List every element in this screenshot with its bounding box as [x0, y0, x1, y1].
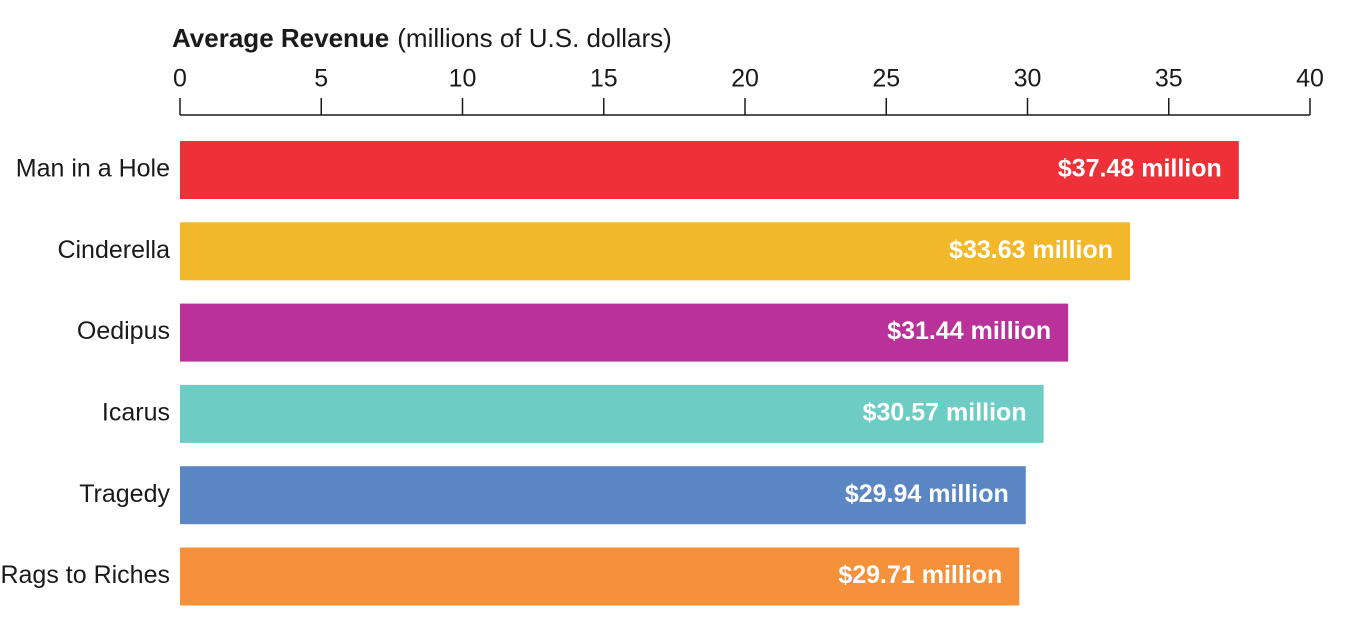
- category-label: Icarus: [102, 399, 170, 427]
- value-label: $29.94 million: [845, 480, 1009, 508]
- x-tick-label: 20: [731, 65, 759, 93]
- value-label: $30.57 million: [863, 399, 1027, 427]
- category-label: Rags to Riches: [0, 561, 170, 589]
- value-label: $29.71 million: [838, 561, 1002, 589]
- category-label: Man in a Hole: [16, 155, 170, 183]
- category-label: Oedipus: [77, 317, 170, 345]
- x-tick-label: 25: [872, 65, 900, 93]
- value-label: $33.63 million: [949, 236, 1113, 264]
- bar: [180, 384, 1044, 443]
- value-label: $31.44 million: [887, 317, 1051, 345]
- chart-title-group: Average Revenue (millions of U.S. dollars…: [172, 23, 672, 53]
- bar: [180, 222, 1131, 281]
- bar: [180, 303, 1069, 362]
- category-label: Tragedy: [79, 480, 170, 508]
- chart-title: Average Revenue: [172, 23, 389, 53]
- bar: [180, 141, 1239, 199]
- x-tick-label: 30: [1014, 65, 1042, 93]
- value-label: $37.48 million: [1058, 155, 1222, 183]
- x-tick-label: 5: [314, 65, 328, 93]
- chart-subtitle: (millions of U.S. dollars): [397, 23, 672, 53]
- x-tick-label: 0: [173, 65, 187, 93]
- x-tick-label: 10: [449, 65, 477, 93]
- x-tick-label: 40: [1296, 65, 1324, 93]
- x-tick-label: 35: [1155, 65, 1183, 93]
- x-tick-label: 15: [590, 65, 618, 93]
- bar: [180, 547, 1020, 606]
- category-label: Cinderella: [57, 236, 170, 264]
- bar: [180, 466, 1026, 525]
